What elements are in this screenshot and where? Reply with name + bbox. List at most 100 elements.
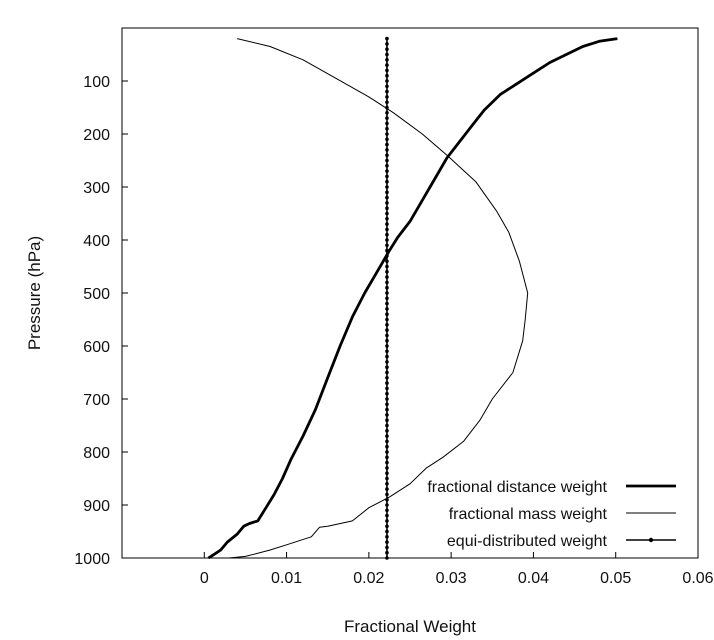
series-point xyxy=(385,482,389,486)
series-point xyxy=(385,529,389,534)
series-point xyxy=(385,116,389,120)
series-point xyxy=(385,513,389,518)
series-point xyxy=(385,84,389,89)
series-point xyxy=(385,63,389,67)
series-point xyxy=(385,349,389,354)
series-point xyxy=(385,434,389,438)
series-point xyxy=(385,285,389,290)
x-axis: 0 0.01 0.02 0.03 0.04 0.05 0.06 xyxy=(200,552,714,587)
y-tick-label: 600 xyxy=(83,339,110,356)
x-tick-label: 0.05 xyxy=(600,570,631,587)
series-point xyxy=(385,73,389,78)
series-point xyxy=(385,391,389,396)
x-tick-label: 0.02 xyxy=(353,570,384,587)
series-point xyxy=(385,328,389,332)
series-point xyxy=(385,174,389,179)
series-line xyxy=(207,37,618,560)
y-tick-label: 900 xyxy=(83,498,110,515)
series-point xyxy=(385,397,389,401)
series-point xyxy=(385,254,389,258)
legend-label: fractional mass weight xyxy=(449,506,608,523)
series-point xyxy=(385,471,389,476)
series-point xyxy=(385,100,389,104)
legend-marker xyxy=(648,537,654,543)
y-tick-label: 300 xyxy=(83,180,110,197)
series-point xyxy=(385,312,389,317)
y-tick-label: 200 xyxy=(83,127,110,144)
series-point xyxy=(385,291,389,295)
series-point xyxy=(385,190,389,195)
series-point xyxy=(385,423,389,428)
y-axis: 100 200 300 400 500 600 700 800 900 1000 xyxy=(74,74,128,568)
series-point xyxy=(385,243,389,248)
series-point xyxy=(385,36,389,41)
series-point xyxy=(385,365,389,370)
series-point xyxy=(385,487,389,491)
x-axis-title: Fractional Weight xyxy=(344,617,476,636)
series-fractional-mass-weight xyxy=(228,38,529,559)
series-point xyxy=(385,95,389,99)
series-point xyxy=(385,238,389,242)
legend: fractional distance weight fractional mas… xyxy=(427,479,676,550)
series-point xyxy=(385,519,389,523)
series-point xyxy=(385,556,389,560)
series-point xyxy=(385,248,389,253)
series-point xyxy=(385,550,389,555)
series-point xyxy=(385,42,389,46)
series-point xyxy=(385,89,389,94)
y-tick-label: 400 xyxy=(83,233,110,250)
series-point xyxy=(385,429,389,433)
series-point xyxy=(385,148,389,152)
series-point xyxy=(385,540,389,544)
series-point xyxy=(385,407,389,412)
series-point xyxy=(385,232,389,237)
series-point xyxy=(385,195,389,200)
y-tick-label: 500 xyxy=(83,286,110,303)
series-point xyxy=(385,450,389,454)
series-point xyxy=(385,418,389,423)
x-tick-label: 0.04 xyxy=(518,570,549,587)
series-point xyxy=(385,524,389,528)
x-tick-label: 0.01 xyxy=(271,570,302,587)
series-point xyxy=(385,413,389,417)
legend-label: equi-distributed weight xyxy=(447,533,608,550)
series-point xyxy=(385,402,389,407)
series-point xyxy=(385,460,389,465)
x-tick-label: 0.03 xyxy=(436,570,467,587)
series-point xyxy=(385,344,389,348)
series-layer xyxy=(207,36,618,560)
plot-frame xyxy=(121,27,699,559)
series-point xyxy=(385,323,389,327)
series-fractional-distance-weight xyxy=(207,37,618,560)
y-tick-label: 1000 xyxy=(74,551,110,568)
series-point xyxy=(385,439,389,444)
series-point xyxy=(385,222,389,226)
series-point xyxy=(385,132,389,136)
legend-label: fractional distance weight xyxy=(427,479,607,496)
series-point xyxy=(385,497,389,502)
series-point xyxy=(385,381,389,385)
series-point xyxy=(385,508,389,513)
y-axis-title: Pressure (hPa) xyxy=(25,236,44,350)
series-point xyxy=(385,444,389,449)
series-equi-distributed-weight xyxy=(385,36,389,560)
series-point xyxy=(385,264,389,269)
y-tick-label: 800 xyxy=(83,445,110,462)
series-point xyxy=(385,535,389,539)
series-point xyxy=(385,370,389,375)
series-point xyxy=(385,121,389,126)
series-point xyxy=(385,376,389,380)
series-line xyxy=(228,38,529,559)
x-tick-label: 0 xyxy=(200,570,209,587)
series-point xyxy=(385,47,389,51)
series-point xyxy=(385,492,389,497)
series-point xyxy=(385,455,389,460)
series-point xyxy=(385,137,389,142)
y-tick-label: 700 xyxy=(83,392,110,409)
series-point xyxy=(385,466,389,470)
series-point xyxy=(385,317,389,322)
series-point xyxy=(385,169,389,173)
series-point xyxy=(385,217,389,221)
series-point xyxy=(385,185,389,189)
series-point xyxy=(385,476,389,481)
